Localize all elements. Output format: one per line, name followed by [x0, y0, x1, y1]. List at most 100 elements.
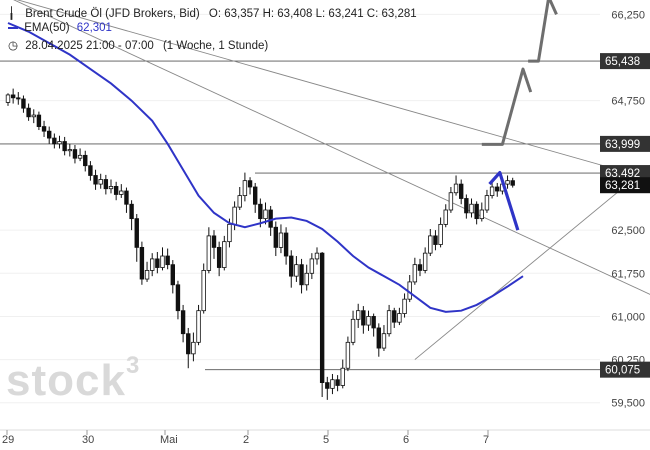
- candle-body: [381, 333, 387, 349]
- candle-body: [222, 241, 227, 268]
- projection-gray-high: [528, 0, 558, 63]
- projection-paths: [481, 0, 558, 231]
- candle-body: [402, 298, 407, 314]
- candle-body: [227, 223, 232, 243]
- candle-body: [422, 252, 428, 271]
- candle-body: [397, 313, 402, 323]
- candle-body: [139, 246, 145, 280]
- candle-body: [299, 264, 304, 286]
- candle-body: [196, 310, 201, 343]
- candle-body: [484, 195, 490, 211]
- projection-gray-low: [481, 67, 533, 146]
- candle-body: [289, 255, 294, 277]
- candle-body: [83, 154, 88, 167]
- ema-line: [7, 22, 524, 313]
- ema-swatch: [8, 26, 18, 29]
- candle-body: [294, 264, 299, 277]
- instrument-title: Brent Crude Öl (JFD Brokers, Bid): [25, 8, 200, 20]
- candle-body: [10, 94, 16, 99]
- candle-body: [263, 209, 268, 220]
- candle-body: [72, 149, 78, 159]
- bar-chart-icon: ╽: [8, 8, 15, 20]
- candle-body: [350, 318, 356, 343]
- y-tick-label: 62,500: [611, 225, 645, 237]
- candle-body: [180, 310, 186, 335]
- candle-body: [345, 341, 351, 369]
- y-tick-label: 64,750: [611, 96, 645, 108]
- ohlc-values: O: 63,357 H: 63,408 L: 63,241 C: 63,281: [208, 8, 417, 20]
- candle-body: [443, 209, 448, 225]
- candle-body: [41, 126, 47, 132]
- candle-body: [242, 180, 248, 197]
- candle-body: [417, 264, 423, 271]
- y-tick-label: 59,500: [611, 398, 645, 410]
- gridlines: [0, 13, 650, 435]
- timeframe: (1 Woche, 1 Stunde): [162, 40, 269, 52]
- candle-body: [21, 98, 26, 109]
- ema-polyline: [7, 22, 524, 313]
- candle-body: [237, 195, 242, 208]
- x-tick-label: 5: [323, 434, 329, 446]
- trendline: [13, 0, 650, 295]
- level-badge-bg: [600, 53, 650, 70]
- candle-body: [149, 258, 155, 271]
- current-price-badge: 63,281: [605, 180, 640, 192]
- candle-body: [124, 190, 129, 205]
- candle-body: [469, 203, 474, 214]
- candle-body: [273, 226, 278, 248]
- candle-body: [93, 175, 98, 185]
- level-badge: 65,438: [605, 56, 640, 68]
- candle-body: [433, 235, 438, 245]
- candle-body: [464, 198, 469, 214]
- candle-body: [258, 203, 263, 220]
- candle-body: [216, 246, 222, 268]
- candle-body: [371, 316, 376, 329]
- header-ema-line: EMA(50) 62,301: [8, 22, 112, 34]
- candle-body: [206, 235, 212, 271]
- level-badge-bg: [600, 361, 650, 378]
- candle-body: [314, 252, 320, 260]
- candle-body: [62, 141, 67, 152]
- candle-body: [67, 149, 72, 152]
- y-tick-label: 61,750: [611, 268, 645, 280]
- candle-body: [376, 327, 381, 349]
- level-badge: 60,075: [605, 365, 640, 377]
- candle-body: [170, 264, 175, 286]
- candle-body: [252, 186, 258, 205]
- x-tick-label: 7: [483, 434, 489, 446]
- current-price-badge-bg: [600, 177, 650, 194]
- candle-body: [52, 137, 57, 145]
- candle-body: [510, 180, 515, 186]
- clock-icon: ◷: [8, 40, 19, 52]
- y-tick-label: 66,250: [611, 9, 645, 21]
- candle-body: [160, 255, 165, 268]
- candle-body: [98, 179, 103, 185]
- candle-body: [26, 107, 31, 118]
- candle-body: [247, 180, 253, 188]
- candle-body: [88, 165, 93, 176]
- ema-label: EMA(50): [24, 22, 70, 34]
- level-badge: 63,492: [605, 168, 640, 180]
- x-tick-label: Mai: [160, 434, 178, 446]
- candle-body: [31, 114, 36, 118]
- candle-body: [108, 186, 114, 190]
- candle-body: [330, 379, 335, 389]
- candle-body: [283, 232, 289, 257]
- candle-body: [278, 232, 284, 248]
- candle-body: [458, 183, 464, 199]
- period-range: 28.04.2025 21:00 - 07:00: [25, 40, 154, 52]
- x-tick-label: 30: [82, 434, 94, 446]
- candle-body: [304, 272, 309, 286]
- candle-body: [47, 130, 52, 139]
- candle-body: [479, 209, 484, 220]
- candle-body: [211, 235, 217, 248]
- candle-body: [438, 223, 443, 245]
- ema-value: 62,301: [76, 22, 112, 34]
- candle-body: [366, 316, 371, 326]
- watermark: stock3: [6, 352, 141, 405]
- candle-body: [355, 310, 361, 320]
- candle-body: [201, 270, 206, 312]
- projection-blue: [488, 171, 520, 231]
- candle-body: [448, 192, 454, 211]
